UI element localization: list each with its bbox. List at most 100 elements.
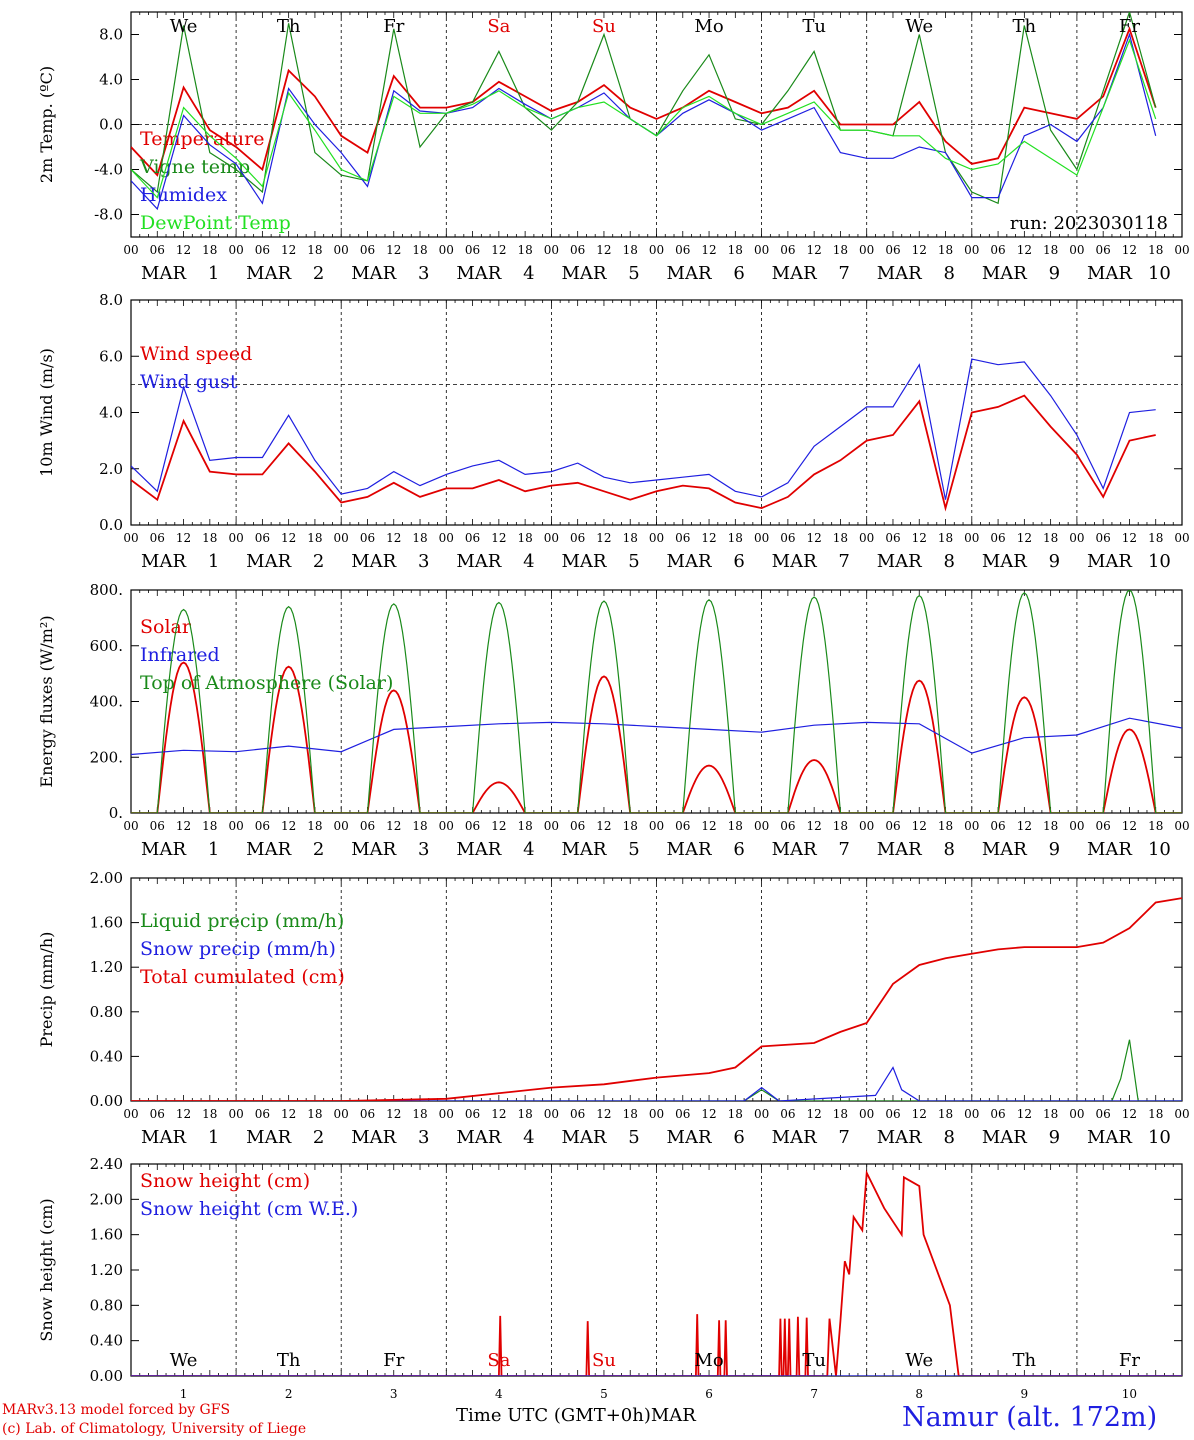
month-label: MAR [351, 839, 396, 860]
weekday-label: Th [277, 16, 301, 37]
legend-3: Top of Atmosphere (Solar) [140, 672, 393, 694]
month-label: MAR [667, 263, 712, 284]
legend-3: Total cumulated (cm) [140, 966, 345, 988]
series-line-3 [131, 32, 1157, 211]
series-line-2 [131, 1066, 1182, 1101]
hour-tick-label: 00 [754, 1107, 769, 1121]
month-label: MAR [667, 1127, 712, 1148]
hour-tick-label: 12 [176, 243, 191, 257]
date-label: 5 [628, 263, 639, 284]
x-axis-title: Time UTC (GMT+0h)MAR [456, 1405, 696, 1426]
series-line-3 [131, 590, 1182, 813]
date-label: 9 [1021, 1387, 1029, 1401]
date-label: 7 [838, 1127, 849, 1148]
hour-tick-label: 00 [228, 243, 243, 257]
month-label: MAR [1087, 551, 1132, 572]
panel-1: -8.0 -4.0 0.0 4.0 8.0 2m Temp. (ºC) Temperatur… [37, 11, 1190, 284]
panel-2: 0.0 2.0 4.0 6.0 8.0 10m Wind (m/s) Wind speed W… [37, 291, 1190, 572]
month-label: MAR [561, 839, 606, 860]
hour-tick-label: 00 [544, 819, 559, 833]
hour-tick-label: 06 [570, 819, 585, 833]
month-label: MAR [772, 551, 817, 572]
hour-tick-label: 18 [202, 243, 217, 257]
date-label: 5 [628, 839, 639, 860]
hour-tick-label: 06 [570, 1107, 585, 1121]
date-label: 9 [1049, 1127, 1060, 1148]
month-label: MAR [561, 1127, 606, 1148]
hour-tick-label: 00 [859, 819, 874, 833]
date-label: 5 [628, 551, 639, 572]
hour-tick-label: 18 [1043, 819, 1058, 833]
weekday-label: Tu [802, 16, 826, 37]
hour-tick-label: 06 [675, 243, 690, 257]
date-label: 1 [208, 839, 219, 860]
hour-tick-label: 12 [1017, 531, 1032, 545]
hour-tick-label: 12 [596, 819, 611, 833]
date-label: 7 [838, 839, 849, 860]
series-line-2 [131, 358, 1156, 500]
date-label: 1 [208, 1127, 219, 1148]
weekday-label: Fr [383, 16, 404, 37]
hour-tick-label: 12 [1122, 819, 1137, 833]
hour-tick-label: 06 [885, 243, 900, 257]
y-axis-label: Snow height (cm) [37, 1198, 56, 1341]
legend-1: Snow height (cm) [140, 1170, 310, 1192]
date-label: 4 [523, 1127, 534, 1148]
date-label: 9 [1049, 839, 1060, 860]
hour-tick-label: 18 [623, 531, 638, 545]
weekday-label: Th [1013, 1350, 1037, 1371]
month-label: MAR [561, 551, 606, 572]
y-tick-label: 0.00 [90, 1367, 123, 1385]
date-label: 4 [523, 551, 534, 572]
date-label: 2 [313, 839, 324, 860]
series-line-2 [131, 717, 1182, 756]
month-label: MAR [772, 263, 817, 284]
weekday-label: Mo [694, 16, 723, 37]
hour-tick-label: 06 [255, 531, 270, 545]
date-label: 3 [418, 263, 429, 284]
hour-tick-label: 18 [833, 1107, 848, 1121]
hour-tick-label: 00 [859, 1107, 874, 1121]
hour-tick-label: 12 [1122, 531, 1137, 545]
hour-tick-label: 12 [596, 243, 611, 257]
hour-tick-label: 12 [281, 531, 296, 545]
hour-tick-label: 00 [1069, 531, 1084, 545]
date-label: 3 [418, 1127, 429, 1148]
y-tick-label: 8.0 [99, 26, 123, 44]
hour-tick-label: 12 [1122, 1107, 1137, 1121]
month-label: MAR [982, 1127, 1027, 1148]
hour-tick-label: 12 [596, 531, 611, 545]
y-tick-label: 0.00 [90, 1092, 123, 1110]
hour-tick-label: 18 [623, 243, 638, 257]
y-tick-label: 2.00 [90, 1190, 123, 1208]
hour-tick-label: 18 [623, 1107, 638, 1121]
hour-tick-label: 18 [1043, 243, 1058, 257]
hour-tick-label: 06 [1096, 243, 1111, 257]
date-label: 6 [705, 1387, 713, 1401]
date-label: 2 [313, 1127, 324, 1148]
hour-tick-label: 12 [1017, 243, 1032, 257]
weekday-label: Fr [383, 1350, 404, 1371]
y-tick-label: 0.0 [99, 116, 123, 134]
hour-tick-label: 00 [859, 531, 874, 545]
date-label: 6 [733, 263, 744, 284]
y-tick-label: 2.0 [99, 460, 123, 478]
hour-tick-label: 18 [938, 243, 953, 257]
hour-tick-label: 00 [1069, 243, 1084, 257]
hour-tick-label: 18 [1148, 531, 1163, 545]
month-label: MAR [982, 839, 1027, 860]
weekday-label: Su [592, 16, 616, 37]
hour-tick-label: 18 [307, 243, 322, 257]
month-label: MAR [982, 551, 1027, 572]
hour-tick-label: 18 [1148, 819, 1163, 833]
month-label: MAR [1087, 839, 1132, 860]
month-label: MAR [141, 263, 186, 284]
hour-tick-label: 00 [544, 1107, 559, 1121]
hour-tick-label: 00 [964, 819, 979, 833]
month-label: MAR [1087, 1127, 1132, 1148]
y-axis-label: Energy fluxes (W/m²) [37, 615, 56, 787]
date-label: 4 [495, 1387, 503, 1401]
hour-tick-label: 18 [728, 819, 743, 833]
hour-tick-label: 12 [912, 531, 927, 545]
hour-tick-label: 00 [439, 243, 454, 257]
